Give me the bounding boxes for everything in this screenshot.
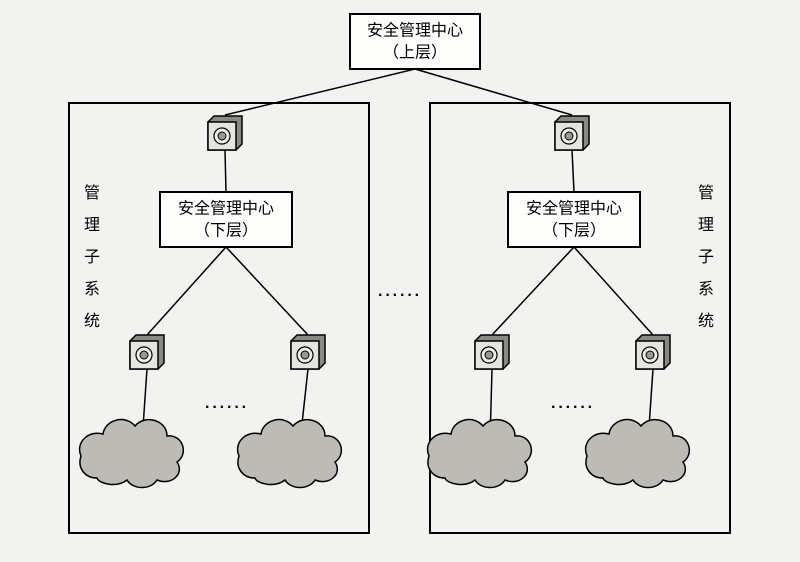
conn-router-subbox [572,150,574,192]
top-center-box-l2: （上层） [383,44,447,62]
subsystem-vlabel-char: 统 [84,312,100,330]
router-icon [475,335,509,369]
sub-center-box-l1: 安全管理中心 [526,200,622,218]
cloud-icon [238,420,342,488]
top-center-box-l1: 安全管理中心 [367,22,463,40]
subsystem-vlabel-char: 管 [84,184,100,202]
router-icon [555,116,589,150]
subsystem-vlabel-char: 子 [698,248,714,266]
sub-center-box-l1: 安全管理中心 [178,200,274,218]
subsystem-vlabel-char: 管 [698,184,714,202]
router-icon [636,335,670,369]
cloud-icon [428,420,532,488]
conn-router-subbox [225,150,226,192]
router-icon [208,116,242,150]
conn-subbox-router [574,247,653,335]
subsystem-vlabel-char: 子 [84,248,100,266]
ellipsis-center: ······ [378,287,422,304]
subsystem-vlabel-char: 理 [698,217,714,234]
ellipsis: ······ [551,399,595,416]
sub-center-box-l2: （下层） [194,222,258,240]
cloud-icon [80,420,184,488]
diagram-root: 安全管理中心（上层）管理子系统安全管理中心（下层）······管理子系统安全管理… [0,0,800,562]
conn-subbox-router [492,247,574,335]
conn-top [415,69,572,115]
subsystem-vlabel-char: 系 [84,280,100,298]
subsystem-vlabel-char: 理 [84,217,100,234]
router-icon [291,335,325,369]
sub-center-box-l2: （下层） [542,222,606,240]
conn-subbox-router [226,247,308,335]
router-icon [130,335,164,369]
conn-top [225,69,415,115]
subsystem-vlabel-char: 统 [698,312,714,330]
conn-subbox-router [147,247,226,335]
cloud-icon [586,420,690,488]
subsystem-vlabel-char: 系 [698,280,714,298]
ellipsis: ······ [205,399,249,416]
